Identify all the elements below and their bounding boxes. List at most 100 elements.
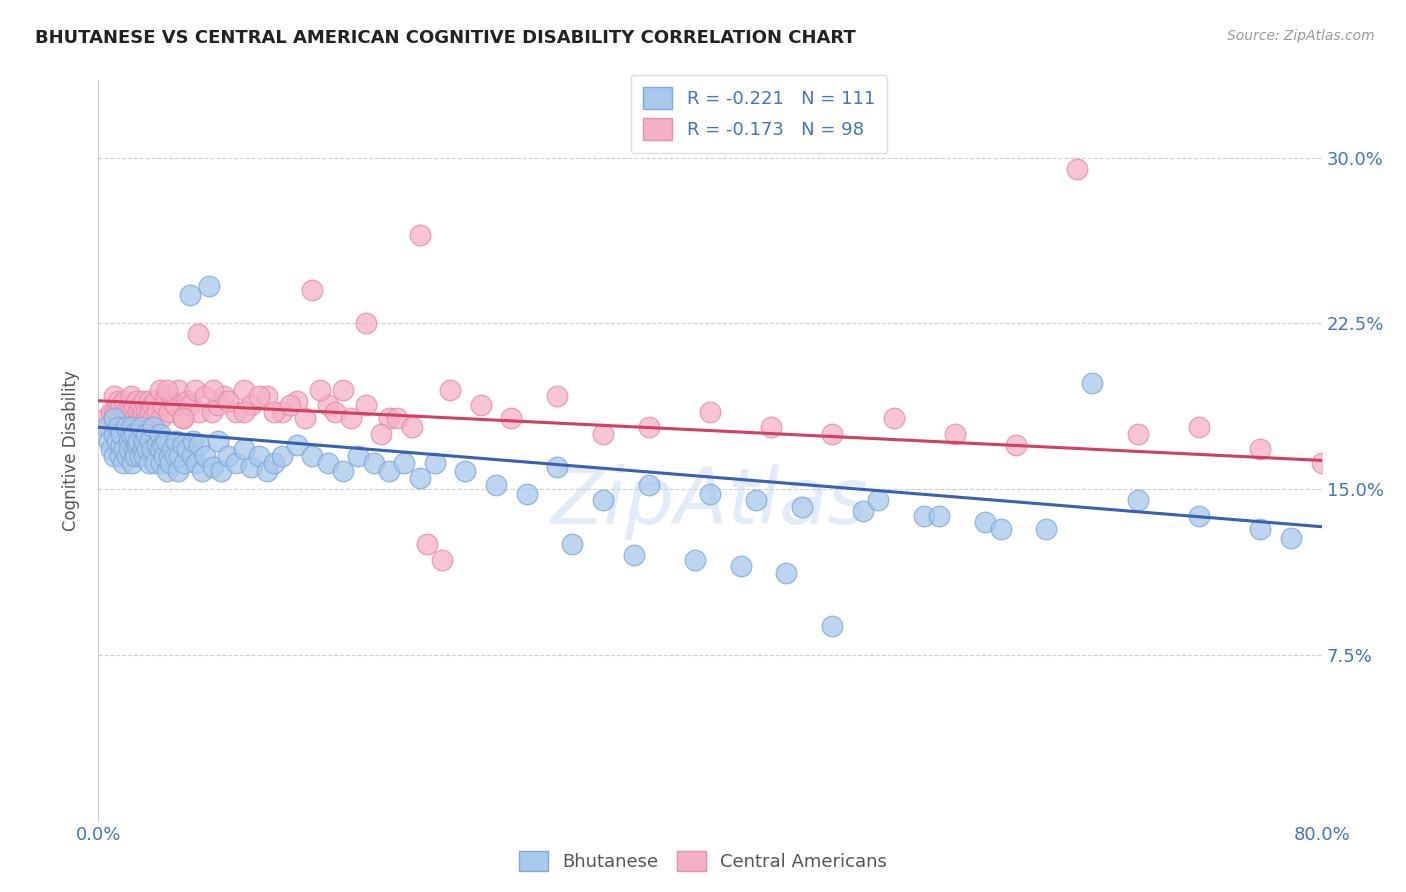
Point — [217, 393, 239, 408]
Point — [136, 442, 159, 457]
Point — [188, 405, 211, 419]
Point — [912, 508, 935, 523]
Point — [181, 434, 204, 448]
Point — [325, 405, 347, 419]
Point — [111, 456, 134, 470]
Point — [149, 426, 172, 441]
Point — [134, 449, 156, 463]
Point — [592, 493, 614, 508]
Point — [194, 389, 217, 403]
Point — [408, 471, 430, 485]
Point — [118, 405, 141, 419]
Point — [240, 398, 263, 412]
Point — [172, 438, 194, 452]
Point — [637, 477, 661, 491]
Point — [225, 405, 247, 419]
Point — [179, 398, 201, 412]
Point — [561, 537, 583, 551]
Point — [155, 389, 177, 403]
Point — [191, 465, 214, 479]
Point — [143, 393, 166, 408]
Point — [169, 449, 191, 463]
Point — [790, 500, 813, 514]
Point — [309, 383, 332, 397]
Point — [120, 426, 142, 441]
Point — [105, 405, 128, 419]
Point — [974, 516, 997, 530]
Y-axis label: Cognitive Disability: Cognitive Disability — [62, 370, 80, 531]
Point — [416, 537, 439, 551]
Point — [883, 411, 905, 425]
Point — [745, 493, 768, 508]
Point — [316, 456, 339, 470]
Point — [143, 456, 166, 470]
Point — [821, 619, 844, 633]
Point — [301, 283, 323, 297]
Point — [454, 465, 477, 479]
Point — [107, 420, 129, 434]
Point — [141, 398, 163, 412]
Point — [270, 449, 292, 463]
Point — [285, 438, 308, 452]
Point — [118, 442, 141, 457]
Point — [1249, 522, 1271, 536]
Point — [1128, 493, 1150, 508]
Point — [699, 405, 721, 419]
Point — [209, 465, 232, 479]
Point — [111, 411, 134, 425]
Point — [186, 456, 208, 470]
Point — [160, 393, 183, 408]
Point — [775, 566, 797, 581]
Point — [138, 393, 160, 408]
Point — [156, 465, 179, 479]
Point — [141, 442, 163, 457]
Point — [592, 426, 614, 441]
Point — [1004, 438, 1026, 452]
Point — [157, 449, 180, 463]
Point — [943, 426, 966, 441]
Point — [108, 411, 131, 425]
Point — [392, 456, 416, 470]
Point — [152, 438, 174, 452]
Point — [1128, 426, 1150, 441]
Point — [142, 411, 165, 425]
Point — [160, 442, 183, 457]
Point — [501, 411, 523, 425]
Legend: R = -0.221   N = 111, R = -0.173   N = 98: R = -0.221 N = 111, R = -0.173 N = 98 — [630, 75, 887, 153]
Point — [117, 420, 139, 434]
Point — [125, 393, 148, 408]
Point — [117, 449, 139, 463]
Point — [1249, 442, 1271, 457]
Point — [122, 426, 145, 441]
Point — [128, 449, 150, 463]
Point — [385, 411, 408, 425]
Point — [637, 420, 661, 434]
Text: Source: ZipAtlas.com: Source: ZipAtlas.com — [1227, 29, 1375, 44]
Point — [104, 420, 127, 434]
Point — [197, 278, 219, 293]
Point — [103, 405, 125, 419]
Point — [730, 559, 752, 574]
Point — [159, 456, 181, 470]
Point — [100, 405, 122, 419]
Point — [150, 456, 173, 470]
Point — [623, 549, 645, 563]
Point — [145, 438, 167, 452]
Point — [207, 398, 229, 412]
Point — [173, 456, 195, 470]
Point — [990, 522, 1012, 536]
Point — [127, 434, 149, 448]
Point — [225, 456, 247, 470]
Point — [180, 449, 202, 463]
Point — [94, 411, 117, 425]
Point — [103, 449, 125, 463]
Point — [852, 504, 875, 518]
Point — [121, 405, 143, 419]
Point — [121, 456, 143, 470]
Point — [105, 434, 128, 448]
Legend: Bhutanese, Central Americans: Bhutanese, Central Americans — [512, 844, 894, 879]
Point — [157, 405, 180, 419]
Point — [347, 449, 370, 463]
Point — [868, 493, 890, 508]
Point — [294, 411, 316, 425]
